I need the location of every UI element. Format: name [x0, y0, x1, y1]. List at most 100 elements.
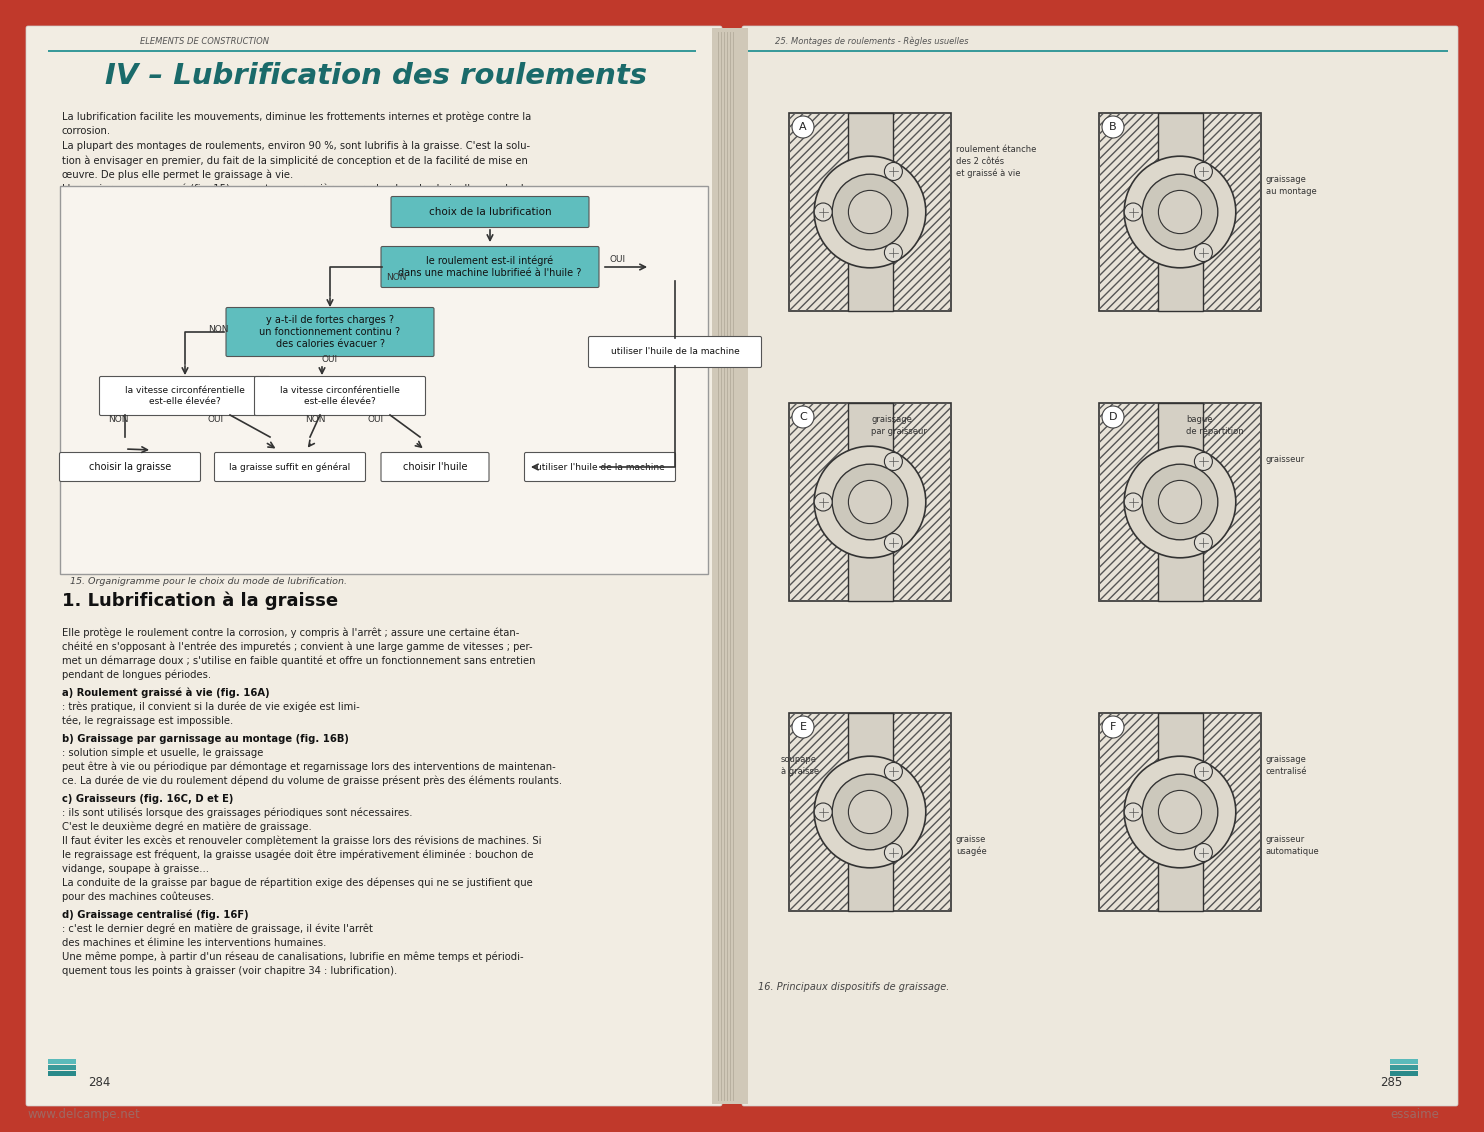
Text: NON: NON — [108, 415, 129, 424]
Text: Une même pompe, à partir d'un réseau de canalisations, lubrifie en même temps et: Une même pompe, à partir d'un réseau de … — [62, 952, 524, 962]
FancyBboxPatch shape — [215, 453, 365, 481]
Bar — [47, 1071, 76, 1077]
Bar — [789, 713, 951, 911]
FancyBboxPatch shape — [381, 247, 600, 288]
Circle shape — [792, 717, 815, 738]
Circle shape — [1125, 494, 1143, 511]
Text: des machines et élimine les interventions humaines.: des machines et élimine les intervention… — [62, 938, 326, 947]
FancyBboxPatch shape — [390, 197, 589, 228]
Text: OUI: OUI — [322, 355, 338, 365]
Bar — [1100, 713, 1261, 911]
Circle shape — [884, 843, 902, 861]
Text: a) Roulement graissé à vie (fig. 16A): a) Roulement graissé à vie (fig. 16A) — [62, 687, 270, 698]
Text: le roulement est-il intégré
dans une machine lubrifieé à l'huile ?: le roulement est-il intégré dans une mac… — [398, 256, 582, 278]
Circle shape — [1125, 203, 1143, 221]
Text: Il faut éviter les excès et renouveler complètement la graisse lors des révision: Il faut éviter les excès et renouveler c… — [62, 835, 542, 846]
Bar — [789, 713, 951, 911]
Bar — [712, 28, 748, 1104]
Circle shape — [792, 406, 815, 428]
FancyBboxPatch shape — [27, 26, 723, 1106]
Text: c) Graisseurs (fig. 16C, D et E): c) Graisseurs (fig. 16C, D et E) — [62, 794, 233, 804]
Text: usagée: usagée — [956, 847, 987, 856]
Circle shape — [1125, 803, 1143, 821]
Text: La lubrification facilite les mouvements, diminue les frottements internes et pr: La lubrification facilite les mouvements… — [62, 111, 531, 122]
Text: graisse: graisse — [956, 835, 987, 844]
Text: roulement étanche: roulement étanche — [956, 145, 1036, 154]
FancyBboxPatch shape — [99, 377, 270, 415]
Text: de répartition: de répartition — [1186, 427, 1244, 436]
FancyBboxPatch shape — [524, 453, 675, 481]
Circle shape — [1143, 464, 1218, 540]
Bar — [1100, 403, 1261, 601]
Circle shape — [833, 774, 908, 850]
Bar — [47, 1065, 76, 1070]
Text: au montage: au montage — [1266, 187, 1316, 196]
Text: F: F — [1110, 722, 1116, 732]
Bar — [1391, 1065, 1419, 1070]
Text: des 2 côtés: des 2 côtés — [956, 157, 1005, 166]
Circle shape — [833, 174, 908, 250]
Text: www.delcampe.net: www.delcampe.net — [28, 1108, 141, 1121]
Circle shape — [1159, 790, 1202, 833]
Text: E: E — [800, 722, 806, 732]
Text: Les propriétés des graisses, des huiles et les dispositifs usuels sont étudiés d: Les propriétés des graisses, des huiles … — [62, 213, 522, 223]
Text: le regraissage est fréquent, la graisse usagée doit être impérativement éliminée: le regraissage est fréquent, la graisse … — [62, 849, 534, 860]
Bar — [789, 113, 951, 311]
Text: choix de la lubrification: choix de la lubrification — [429, 207, 552, 217]
Bar — [1391, 1060, 1419, 1064]
Text: vidange, soupape à graisse...: vidange, soupape à graisse... — [62, 864, 209, 874]
Text: automatique: automatique — [1266, 847, 1319, 856]
FancyBboxPatch shape — [742, 26, 1457, 1106]
Text: lubrification.: lubrification. — [62, 199, 125, 209]
Text: graisseur: graisseur — [1266, 835, 1306, 844]
Circle shape — [884, 763, 902, 780]
Text: graissage: graissage — [1266, 755, 1307, 764]
Text: ce. La durée de vie du roulement dépend du volume de graisse présent près des él: ce. La durée de vie du roulement dépend … — [62, 775, 562, 786]
Text: y a-t-il de fortes charges ?
un fonctionnement continu ?
des calories évacuer ?: y a-t-il de fortes charges ? un fonction… — [260, 316, 401, 349]
Text: C'est le deuxième degré en matière de graissage.: C'est le deuxième degré en matière de gr… — [62, 822, 312, 832]
Text: d) Graissage centralisé (fig. 16F): d) Graissage centralisé (fig. 16F) — [62, 909, 249, 920]
Bar — [789, 403, 951, 601]
Circle shape — [884, 453, 902, 471]
Text: bague: bague — [1186, 415, 1212, 424]
Text: à graisse: à graisse — [781, 767, 819, 777]
Bar — [748, 50, 1448, 52]
Text: C: C — [798, 412, 807, 422]
Text: : ils sont utilisés lorsque des graissages périodiques sont nécessaires.: : ils sont utilisés lorsque des graissag… — [62, 807, 413, 818]
Bar — [1158, 713, 1202, 911]
Text: met un démarrage doux ; s'utilise en faible quantité et offre un fonctionnement : met un démarrage doux ; s'utilise en fai… — [62, 655, 536, 666]
Text: tion à envisager en premier, du fait de la simplicité de conception et de la fac: tion à envisager en premier, du fait de … — [62, 155, 528, 165]
Bar — [1100, 113, 1261, 311]
Circle shape — [815, 203, 833, 221]
Text: œuvre. De plus elle permet le graissage à vie.: œuvre. De plus elle permet le graissage … — [62, 170, 294, 180]
Circle shape — [833, 464, 908, 540]
Text: OUI: OUI — [206, 415, 223, 424]
Circle shape — [1125, 446, 1236, 558]
Text: 25. Montages de roulements - Règles usuelles: 25. Montages de roulements - Règles usue… — [775, 36, 969, 46]
Text: quement tous les points à graisser (voir chapitre 34 : lubrification).: quement tous les points à graisser (voir… — [62, 966, 398, 976]
Circle shape — [815, 803, 833, 821]
Circle shape — [1103, 115, 1123, 138]
Text: pendant de longues périodes.: pendant de longues périodes. — [62, 669, 211, 680]
Bar — [59, 186, 708, 574]
Text: soupape: soupape — [781, 755, 818, 764]
Circle shape — [815, 756, 926, 868]
Text: : c'est le dernier degré en matière de graissage, il évite l'arrêt: : c'est le dernier degré en matière de g… — [62, 924, 372, 934]
Text: B: B — [1109, 122, 1117, 132]
Text: OUI: OUI — [610, 255, 626, 264]
Text: corrosion.: corrosion. — [62, 127, 111, 137]
Circle shape — [884, 243, 902, 261]
Text: 284: 284 — [88, 1077, 110, 1089]
Text: tée, le regraissage est impossible.: tée, le regraissage est impossible. — [62, 715, 233, 726]
Text: 16. Principaux dispositifs de graissage.: 16. Principaux dispositifs de graissage. — [758, 981, 950, 992]
FancyBboxPatch shape — [59, 453, 200, 481]
Text: chéité en s'opposant à l'entrée des impuretés ; convient à une large gamme de vi: chéité en s'opposant à l'entrée des impu… — [62, 642, 533, 652]
Text: OUI: OUI — [368, 415, 384, 424]
FancyBboxPatch shape — [254, 377, 426, 415]
Text: la vitesse circonférentielle
est-elle élevée?: la vitesse circonférentielle est-elle él… — [125, 386, 245, 405]
Bar — [47, 1060, 76, 1064]
Text: choisir la graisse: choisir la graisse — [89, 462, 171, 472]
Text: : très pratique, il convient si la durée de vie exigée est limi-: : très pratique, il convient si la durée… — [62, 702, 359, 712]
Text: Elle protège le roulement contre la corrosion, y compris à l'arrêt ; assure une : Elle protège le roulement contre la corr… — [62, 627, 519, 638]
Bar — [1100, 113, 1261, 311]
